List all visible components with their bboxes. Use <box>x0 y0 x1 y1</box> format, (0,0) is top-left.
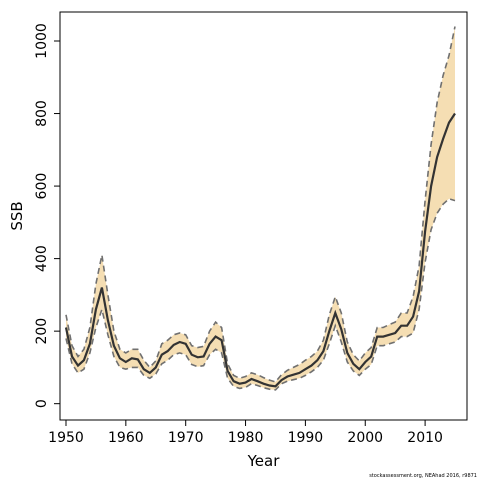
source-footnote: stockassessment.org, NEAhad 2016, r9871 <box>369 473 477 479</box>
y-tick-label: 400 <box>34 245 50 272</box>
y-tick-label: 800 <box>34 100 50 127</box>
y-tick-label: 600 <box>34 173 50 200</box>
ssb-estimate-line <box>64 112 456 388</box>
lower-bound-line <box>65 197 456 391</box>
x-tick-label: 1950 <box>48 430 84 446</box>
y-tick-label: 1000 <box>34 23 50 59</box>
upper-bound-line <box>65 26 456 383</box>
x-tick-label: 1990 <box>288 430 324 446</box>
x-tick-label: 1980 <box>228 430 264 446</box>
y-tick-label: 0 <box>34 399 50 408</box>
y-tick-label: 200 <box>34 318 50 345</box>
plot-frame <box>59 11 468 421</box>
x-axis-title: Year <box>247 452 281 470</box>
x-tick-label: 2000 <box>347 430 383 446</box>
y-axis-title: SSB <box>8 201 26 230</box>
x-tick-label: 1970 <box>168 430 204 446</box>
x-tick-label: 1960 <box>108 430 144 446</box>
x-tick-label: 2010 <box>407 430 443 446</box>
confidence-band <box>66 26 455 390</box>
